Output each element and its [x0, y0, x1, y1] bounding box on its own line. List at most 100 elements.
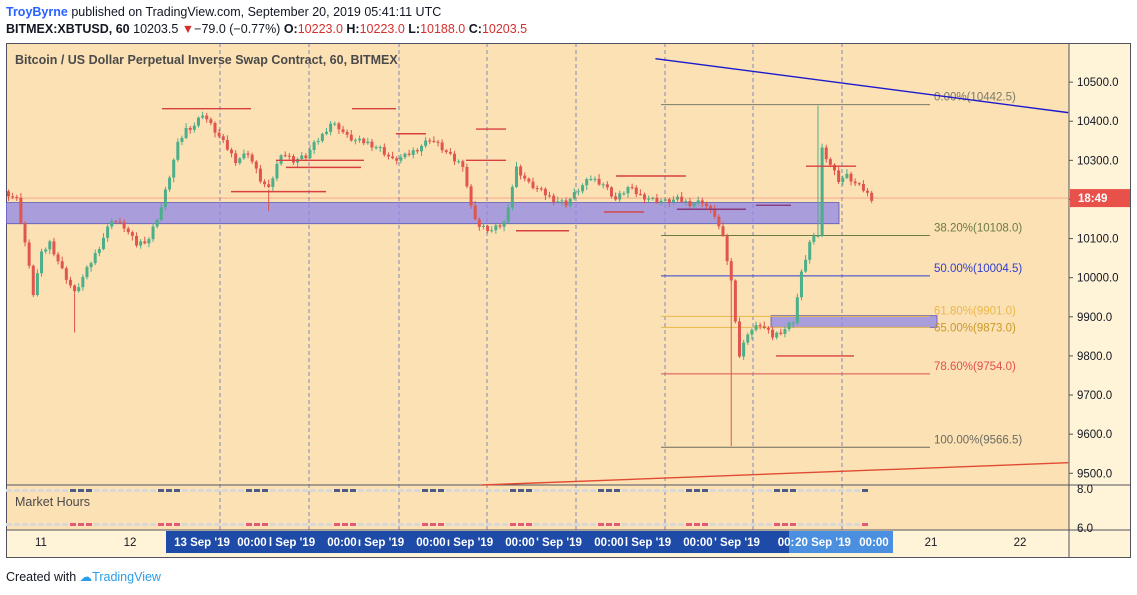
market-hours-mark: [718, 523, 724, 526]
candle-body: [358, 138, 362, 141]
candle-body: [428, 140, 432, 142]
candle-body: [779, 332, 783, 334]
time-tick-label: 00:00: [859, 537, 888, 549]
market-hours-mark: [526, 489, 532, 492]
candle-body: [531, 181, 535, 189]
ohlc-header: BITMEX:XBTUSD, 60 10203.5 ▼−79.0 (−0.77%…: [6, 22, 527, 38]
candle-body: [415, 150, 419, 152]
price-tick-label: 10100.0: [1077, 234, 1119, 246]
market-hours-mark: [198, 489, 204, 492]
time-tick-label: 11: [35, 537, 47, 549]
candle-body: [93, 253, 97, 264]
market-hours-mark: [446, 489, 452, 492]
candle-body: [308, 150, 312, 159]
price-tick-label: 9900.0: [1077, 312, 1112, 324]
candle-body: [238, 158, 242, 164]
candle-body: [275, 163, 279, 179]
author-link[interactable]: TroyByrne: [6, 5, 68, 19]
trendline: [481, 462, 1069, 486]
candle-body: [68, 279, 72, 286]
time-tick-label: 21: [925, 537, 938, 549]
time-range-highlight: [166, 531, 893, 553]
fib-level-label: 78.60%(9754.0): [934, 361, 1016, 373]
market-hours-mark: [350, 523, 356, 526]
candle-body: [81, 277, 85, 288]
low-label: L:: [408, 22, 421, 36]
down-arrow-icon: ▼: [181, 22, 195, 36]
candle-body: [556, 201, 560, 203]
market-hours-mark: [270, 489, 276, 492]
market-hours-mark: [54, 489, 60, 492]
market-hours-mark: [214, 489, 220, 492]
chart-frame[interactable]: 0.00%(10442.5) 38.20%(10108.0) 50.00%(1000…: [6, 43, 1131, 558]
market-hours-mark: [302, 489, 308, 492]
market-hours-mark: [198, 523, 204, 526]
candle-body: [436, 141, 440, 143]
time-tick-label: l Sep '19: [625, 537, 671, 549]
market-hours-mark: [854, 489, 860, 492]
candle-body: [560, 200, 564, 202]
candle-body: [680, 196, 684, 202]
candle-body: [353, 140, 357, 142]
market-hours-mark: [222, 523, 228, 526]
market-hours-mark: [270, 523, 276, 526]
candle-body: [291, 156, 295, 163]
market-hours-mark: [510, 523, 516, 526]
candle-body: [184, 127, 188, 138]
candle-body: [771, 329, 775, 338]
market-hours-mark: [166, 523, 172, 526]
market-hours-mark: [142, 523, 148, 526]
price-chart[interactable]: 0.00%(10442.5) 38.20%(10108.0) 50.00%(1000…: [6, 43, 1131, 558]
candle-body: [234, 153, 238, 164]
candle-body: [386, 154, 390, 157]
market-hours-mark: [502, 523, 508, 526]
candle-body: [581, 185, 585, 192]
market-hours-mark: [278, 489, 284, 492]
market-hours-mark: [294, 489, 300, 492]
candle-body: [201, 115, 205, 118]
tradingview-link[interactable]: TradingView: [92, 570, 161, 584]
market-hours-mark: [158, 489, 164, 492]
candle-body: [126, 228, 130, 233]
market-hours-mark: [302, 523, 308, 526]
market-hours-mark: [358, 523, 364, 526]
market-hours-mark: [62, 523, 68, 526]
market-hours-mark: [414, 523, 420, 526]
market-hours-mark: [166, 489, 172, 492]
tradingview-logo-icon[interactable]: ☁: [79, 570, 93, 584]
candle-body: [725, 235, 729, 262]
market-hours-mark: [630, 523, 636, 526]
chart-border: [6, 43, 1131, 558]
time-tick-label: 22: [1014, 537, 1027, 549]
candle-body: [605, 184, 609, 188]
market-hours-mark: [6, 523, 12, 526]
candle-body: [180, 137, 184, 142]
candle-body: [866, 190, 870, 193]
low-value: 10188.0: [420, 22, 466, 36]
indicator-label: Market Hours: [15, 495, 90, 509]
market-hours-mark: [222, 489, 228, 492]
market-hours-mark: [150, 523, 156, 526]
market-hours-mark: [758, 523, 764, 526]
candle-body: [572, 192, 576, 199]
market-hours-mark: [390, 489, 396, 492]
market-hours-mark: [14, 489, 20, 492]
created-with-text: Created with: [6, 570, 77, 584]
high-value: 10223.0: [359, 22, 405, 36]
candle-body: [510, 186, 514, 208]
candle-body: [453, 153, 457, 162]
time-tick-label: 00:00: [327, 537, 356, 549]
candle-body: [155, 219, 159, 227]
market-hours-mark: [134, 489, 140, 492]
candle-body: [44, 249, 48, 252]
market-hours-mark: [774, 523, 780, 526]
market-hours-mark: [486, 523, 492, 526]
market-hours-mark: [238, 489, 244, 492]
candle-body: [762, 326, 766, 328]
market-hours-mark: [534, 489, 540, 492]
market-hours-mark: [206, 523, 212, 526]
candle-body: [816, 235, 820, 237]
candle-body: [626, 187, 630, 194]
market-hours-mark: [638, 489, 644, 492]
market-hours-mark: [366, 523, 372, 526]
